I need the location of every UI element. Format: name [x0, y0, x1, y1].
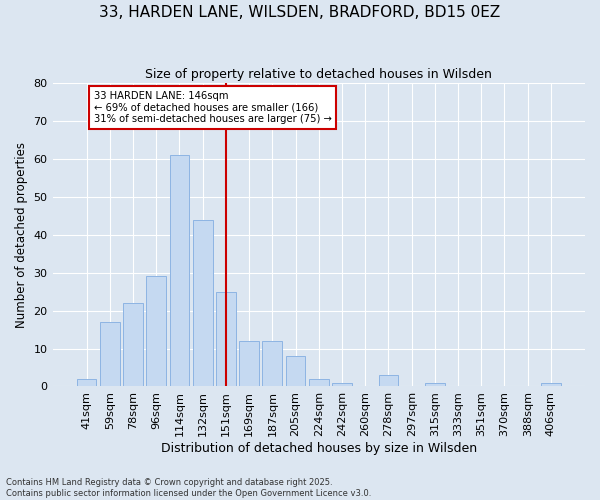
Bar — [541, 382, 561, 386]
Bar — [170, 155, 190, 386]
Bar — [425, 382, 445, 386]
Bar — [309, 379, 329, 386]
Text: Contains HM Land Registry data © Crown copyright and database right 2025.
Contai: Contains HM Land Registry data © Crown c… — [6, 478, 371, 498]
Text: 33 HARDEN LANE: 146sqm
← 69% of detached houses are smaller (166)
31% of semi-de: 33 HARDEN LANE: 146sqm ← 69% of detached… — [94, 90, 331, 124]
Bar — [332, 382, 352, 386]
Bar — [77, 379, 97, 386]
Title: Size of property relative to detached houses in Wilsden: Size of property relative to detached ho… — [145, 68, 492, 80]
Bar — [379, 375, 398, 386]
Bar — [100, 322, 119, 386]
Bar — [216, 292, 236, 386]
Bar — [286, 356, 305, 386]
Bar — [146, 276, 166, 386]
Bar — [123, 303, 143, 386]
X-axis label: Distribution of detached houses by size in Wilsden: Distribution of detached houses by size … — [161, 442, 477, 455]
Bar — [262, 341, 282, 386]
Y-axis label: Number of detached properties: Number of detached properties — [15, 142, 28, 328]
Bar — [193, 220, 212, 386]
Text: 33, HARDEN LANE, WILSDEN, BRADFORD, BD15 0EZ: 33, HARDEN LANE, WILSDEN, BRADFORD, BD15… — [100, 5, 500, 20]
Bar — [239, 341, 259, 386]
